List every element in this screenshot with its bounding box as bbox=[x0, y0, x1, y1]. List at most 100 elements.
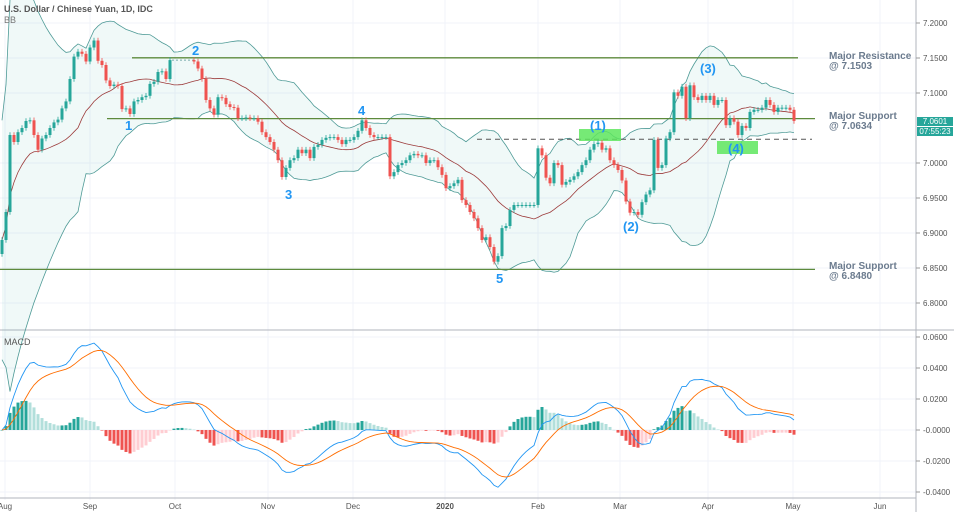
candle bbox=[628, 198, 632, 216]
candle-body bbox=[588, 149, 592, 161]
candle bbox=[308, 146, 312, 161]
candle bbox=[792, 107, 796, 124]
macd-histogram-bar bbox=[36, 414, 40, 430]
macd-histogram-bar bbox=[236, 430, 240, 442]
candle bbox=[516, 202, 520, 208]
macd-histogram-bar bbox=[56, 425, 60, 430]
candle bbox=[696, 94, 700, 103]
candle bbox=[480, 225, 484, 243]
candle-body bbox=[524, 205, 528, 206]
candle-body bbox=[424, 155, 428, 163]
macd-histogram-bar bbox=[760, 430, 764, 435]
candle bbox=[260, 118, 264, 135]
candle bbox=[420, 152, 424, 159]
last-price-tag: 7.0601 bbox=[917, 117, 953, 126]
macd-histogram-bar bbox=[632, 430, 636, 447]
candle bbox=[28, 117, 32, 124]
candle-body bbox=[236, 107, 240, 119]
macd-histogram-bar bbox=[496, 430, 500, 443]
macd-indicator-label[interactable]: MACD bbox=[4, 337, 31, 347]
candle-body bbox=[568, 179, 572, 182]
macd-histogram-bar bbox=[220, 430, 224, 443]
candle bbox=[604, 145, 608, 153]
candle bbox=[4, 209, 8, 243]
candle bbox=[432, 157, 436, 163]
candle bbox=[280, 157, 284, 180]
candle bbox=[448, 183, 452, 191]
candle bbox=[776, 104, 780, 115]
macd-histogram-bar bbox=[8, 412, 12, 430]
candle-body bbox=[564, 181, 568, 185]
macd-histogram-bar bbox=[752, 430, 756, 438]
candle-body bbox=[192, 60, 196, 62]
candle-body bbox=[668, 132, 672, 139]
candle bbox=[492, 244, 496, 265]
level-label-line: Major Resistance bbox=[829, 51, 912, 62]
candle bbox=[512, 202, 516, 213]
candle bbox=[564, 179, 568, 188]
candle-body bbox=[720, 100, 724, 101]
macd-tick-label: 0.0600 bbox=[923, 333, 948, 342]
candle bbox=[352, 134, 356, 143]
macd-histogram-bar bbox=[228, 430, 232, 442]
candle bbox=[724, 97, 728, 128]
macd-histogram-bar bbox=[420, 430, 424, 431]
candle bbox=[688, 82, 692, 121]
macd-histogram-bar bbox=[352, 423, 356, 430]
candle-body bbox=[56, 119, 60, 123]
candle bbox=[128, 105, 132, 117]
candle-body bbox=[752, 109, 756, 112]
macd-histogram-bar bbox=[196, 430, 200, 432]
macd-histogram-bar bbox=[364, 421, 368, 430]
candle bbox=[520, 202, 524, 208]
candle-body bbox=[92, 40, 96, 48]
candle bbox=[560, 162, 564, 188]
candle-body bbox=[532, 205, 536, 206]
macd-histogram-bar bbox=[528, 416, 532, 430]
macd-histogram-bar bbox=[744, 430, 748, 443]
candle bbox=[124, 105, 128, 112]
candle bbox=[368, 125, 372, 138]
candle bbox=[316, 142, 320, 150]
candle-body bbox=[740, 125, 744, 135]
macd-histogram-bar bbox=[100, 430, 104, 431]
candle bbox=[224, 95, 228, 107]
candle bbox=[668, 129, 672, 142]
candle bbox=[356, 128, 360, 140]
macd-histogram-bar bbox=[128, 430, 132, 454]
macd-histogram-bar bbox=[656, 427, 660, 430]
macd-histogram-bar bbox=[416, 430, 420, 432]
candle-body bbox=[156, 72, 160, 82]
candle-body bbox=[444, 174, 448, 189]
candle-body bbox=[448, 186, 452, 189]
candle-body bbox=[636, 212, 640, 215]
candle bbox=[728, 115, 732, 128]
candle-body bbox=[724, 100, 728, 126]
candle bbox=[336, 134, 340, 143]
macd-histogram-bar bbox=[504, 430, 508, 433]
candle-body bbox=[516, 205, 520, 206]
candle bbox=[92, 37, 96, 51]
macd-histogram-bar bbox=[440, 430, 444, 433]
macd-histogram-bar bbox=[360, 420, 364, 430]
macd-histogram-bar bbox=[384, 427, 388, 430]
macd-tick-label: -0.0000 bbox=[923, 426, 951, 435]
candle-body bbox=[312, 146, 316, 159]
macd-histogram-bar bbox=[472, 430, 476, 440]
candle-body bbox=[268, 137, 272, 142]
bb-indicator-label[interactable]: BB bbox=[4, 15, 17, 25]
macd-histogram-bar bbox=[728, 430, 732, 439]
candle bbox=[372, 132, 376, 140]
macd-histogram-bar bbox=[180, 427, 184, 430]
candle-body bbox=[284, 167, 288, 177]
candle-body bbox=[416, 153, 420, 156]
zone-highlight-(4) bbox=[717, 141, 758, 154]
macd-histogram-bar bbox=[216, 430, 220, 445]
macd-histogram-bar bbox=[732, 430, 736, 440]
candle bbox=[84, 51, 88, 65]
candle bbox=[644, 191, 648, 205]
candle-body bbox=[316, 144, 320, 147]
macd-histogram-bar bbox=[532, 417, 536, 430]
macd-histogram-bar bbox=[672, 410, 676, 430]
